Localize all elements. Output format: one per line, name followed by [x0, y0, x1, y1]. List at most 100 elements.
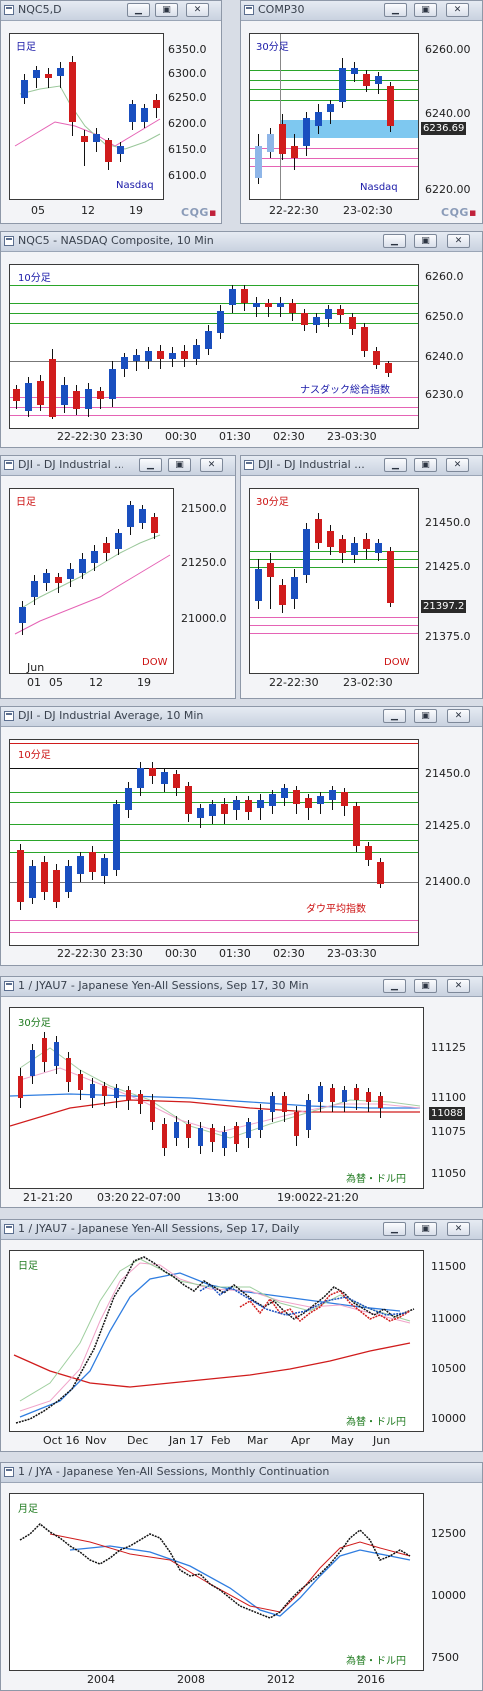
- y-tick: 21375.0: [425, 630, 471, 643]
- x-tick: 01:30: [219, 947, 251, 960]
- title-bar[interactable]: DJI - DJ Industrial Average, 10 Min ▁ ▣ …: [1, 707, 482, 727]
- y-tick: 11050: [431, 1167, 466, 1180]
- minimize-button[interactable]: ▁: [127, 3, 150, 17]
- restore-button[interactable]: ▣: [414, 709, 437, 723]
- close-button[interactable]: ✕: [446, 3, 469, 17]
- y-tick: 11000: [431, 1312, 466, 1325]
- title-bar[interactable]: DJI - DJ Industrial ... ▁ ▣ ✕: [241, 456, 482, 476]
- window-jpy-monthly[interactable]: 1 / JYA - Japanese Yen-All Sessions, Mon…: [0, 1462, 483, 1691]
- instrument-label: 為替・ドル円: [346, 1656, 406, 1667]
- y-tick: 12500: [431, 1527, 466, 1540]
- window-jpy-30min[interactable]: 1 / JYAU7 - Japanese Yen-All Sessions, S…: [0, 976, 483, 1208]
- restore-button[interactable]: ▣: [414, 458, 437, 472]
- y-tick: 11500: [431, 1260, 466, 1273]
- window-comp-30min[interactable]: COMP30 ▁ ▣ ✕ 30分足 Nasdaq 6260.: [240, 0, 483, 224]
- window-dji-daily[interactable]: DJI - DJ Industrial ... ▁ ▣ ✕ 日足 DOW 215…: [0, 455, 236, 699]
- window-jpy-daily[interactable]: 1 / JYAU7 - Japanese Yen-All Sessions, S…: [0, 1219, 483, 1452]
- x-tick: 12: [81, 204, 95, 217]
- close-button[interactable]: ✕: [200, 458, 223, 472]
- x-tick: 00:30: [165, 430, 197, 443]
- x-tick: 22-07:00: [131, 1191, 181, 1204]
- y-tick: 6250.0: [425, 310, 464, 323]
- x-tick: Apr: [291, 1434, 311, 1447]
- x-tick: 02:30: [273, 430, 305, 443]
- price-chart[interactable]: 30分足 為替・ドル円: [9, 1007, 424, 1189]
- title-bar[interactable]: 1 / JYAU7 - Japanese Yen-All Sessions, S…: [1, 977, 482, 997]
- title-bar[interactable]: NQC5 - NASDAQ Composite, 10 Min ▁ ▣ ✕: [1, 232, 482, 252]
- minimize-button[interactable]: ▁: [383, 709, 406, 723]
- title-bar[interactable]: NQC5,D ▁ ▣ ✕: [1, 1, 221, 21]
- price-chart[interactable]: 月足 為替・ドル円: [9, 1493, 424, 1671]
- restore-button[interactable]: ▣: [414, 3, 437, 17]
- instrument-label: DOW: [142, 657, 168, 668]
- y-tick: 6240.00: [425, 107, 471, 120]
- close-button[interactable]: ✕: [447, 979, 470, 993]
- restore-button[interactable]: ▣: [168, 458, 191, 472]
- instrument-label: ダウ平均指数: [306, 904, 366, 915]
- x-tick: Feb: [211, 1434, 231, 1447]
- minimize-button[interactable]: ▁: [383, 979, 406, 993]
- price-chart[interactable]: 日足 Nasdaq: [9, 33, 164, 200]
- minimize-button[interactable]: ▁: [383, 234, 406, 248]
- close-button[interactable]: ✕: [447, 234, 470, 248]
- minimize-button[interactable]: ▁: [383, 1222, 406, 1236]
- cqg-logo: CQG▪: [441, 206, 477, 219]
- window-title: 1 / JYA - Japanese Yen-All Sessions, Mon…: [18, 1465, 330, 1478]
- title-bar[interactable]: DJI - DJ Industrial ... ▁ ▣ ✕: [1, 456, 235, 476]
- timeframe-label: 30分足: [256, 497, 289, 508]
- price-chart[interactable]: 10分足 ナスダック総合指数: [9, 264, 419, 429]
- title-bar[interactable]: 1 / JYA - Japanese Yen-All Sessions, Mon…: [1, 1463, 482, 1483]
- x-tick: 01:30: [219, 430, 251, 443]
- title-bar[interactable]: COMP30 ▁ ▣ ✕: [241, 1, 482, 21]
- x-tick: 05: [31, 204, 45, 217]
- close-button[interactable]: ✕: [447, 1222, 470, 1236]
- price-chart[interactable]: 日足 DOW: [9, 488, 174, 674]
- window-title: DJI - DJ Industrial ...: [18, 458, 123, 471]
- instrument-label: Nasdaq: [116, 180, 154, 191]
- close-button[interactable]: ✕: [446, 458, 469, 472]
- y-tick: 21425.0: [425, 560, 471, 573]
- price-chart[interactable]: 30分足 DOW: [249, 488, 419, 674]
- restore-button[interactable]: ▣: [414, 1222, 437, 1236]
- x-tick: 12: [89, 676, 103, 689]
- timeframe-label: 日足: [16, 497, 36, 508]
- minimize-button[interactable]: ▁: [139, 458, 162, 472]
- minimize-button[interactable]: ▁: [384, 458, 407, 472]
- restore-button[interactable]: ▣: [155, 3, 178, 17]
- x-tick: 21-21:20: [23, 1191, 73, 1204]
- x-tick: 23-02:30: [343, 204, 393, 217]
- restore-button[interactable]: ▣: [414, 979, 437, 993]
- y-tick: 10000: [431, 1412, 466, 1425]
- price-chart[interactable]: 10分足 ダウ平均指数: [9, 739, 419, 946]
- window-title: COMP30: [258, 3, 305, 16]
- y-tick: 6230.0: [425, 388, 464, 401]
- y-tick: 10000: [431, 1589, 466, 1602]
- x-tick: 23:30: [111, 430, 143, 443]
- title-bar[interactable]: 1 / JYAU7 - Japanese Yen-All Sessions, S…: [1, 1220, 482, 1240]
- x-tick: 23:30: [111, 947, 143, 960]
- price-chart[interactable]: 日足 為替・ドル円: [9, 1250, 424, 1432]
- price-lines: [19, 1522, 411, 1619]
- x-tick: 05: [49, 676, 63, 689]
- chart-window-icon: [4, 236, 14, 246]
- close-button[interactable]: ✕: [186, 3, 209, 17]
- timeframe-label: 30分足: [256, 42, 289, 53]
- close-button[interactable]: ✕: [447, 709, 470, 723]
- window-dji-30min[interactable]: DJI - DJ Industrial ... ▁ ▣ ✕ 30分足 DOW 2…: [240, 455, 483, 699]
- restore-button[interactable]: ▣: [414, 234, 437, 248]
- chart-window-icon: [4, 460, 14, 470]
- instrument-label: 為替・ドル円: [346, 1174, 406, 1185]
- minimize-button[interactable]: ▁: [384, 3, 407, 17]
- x-tick: 03:20: [97, 1191, 129, 1204]
- window-nqc5-daily[interactable]: NQC5,D ▁ ▣ ✕ 日足 Nasdaq 6350.0 6300.0 625…: [0, 0, 222, 224]
- price-chart[interactable]: 30分足 Nasdaq: [249, 33, 419, 200]
- instrument-label: Nasdaq: [360, 182, 398, 193]
- y-tick: 21000.0: [181, 612, 227, 625]
- price-lines: [13, 1256, 415, 1424]
- window-nasdaq-10min[interactable]: NQC5 - NASDAQ Composite, 10 Min ▁ ▣ ✕ 10…: [0, 231, 483, 448]
- timeframe-label: 10分足: [18, 273, 51, 284]
- x-tick: Jun: [27, 661, 45, 674]
- window-dji-10min[interactable]: DJI - DJ Industrial Average, 10 Min ▁ ▣ …: [0, 706, 483, 966]
- x-tick: Nov: [85, 1434, 107, 1447]
- y-tick: 21250.0: [181, 556, 227, 569]
